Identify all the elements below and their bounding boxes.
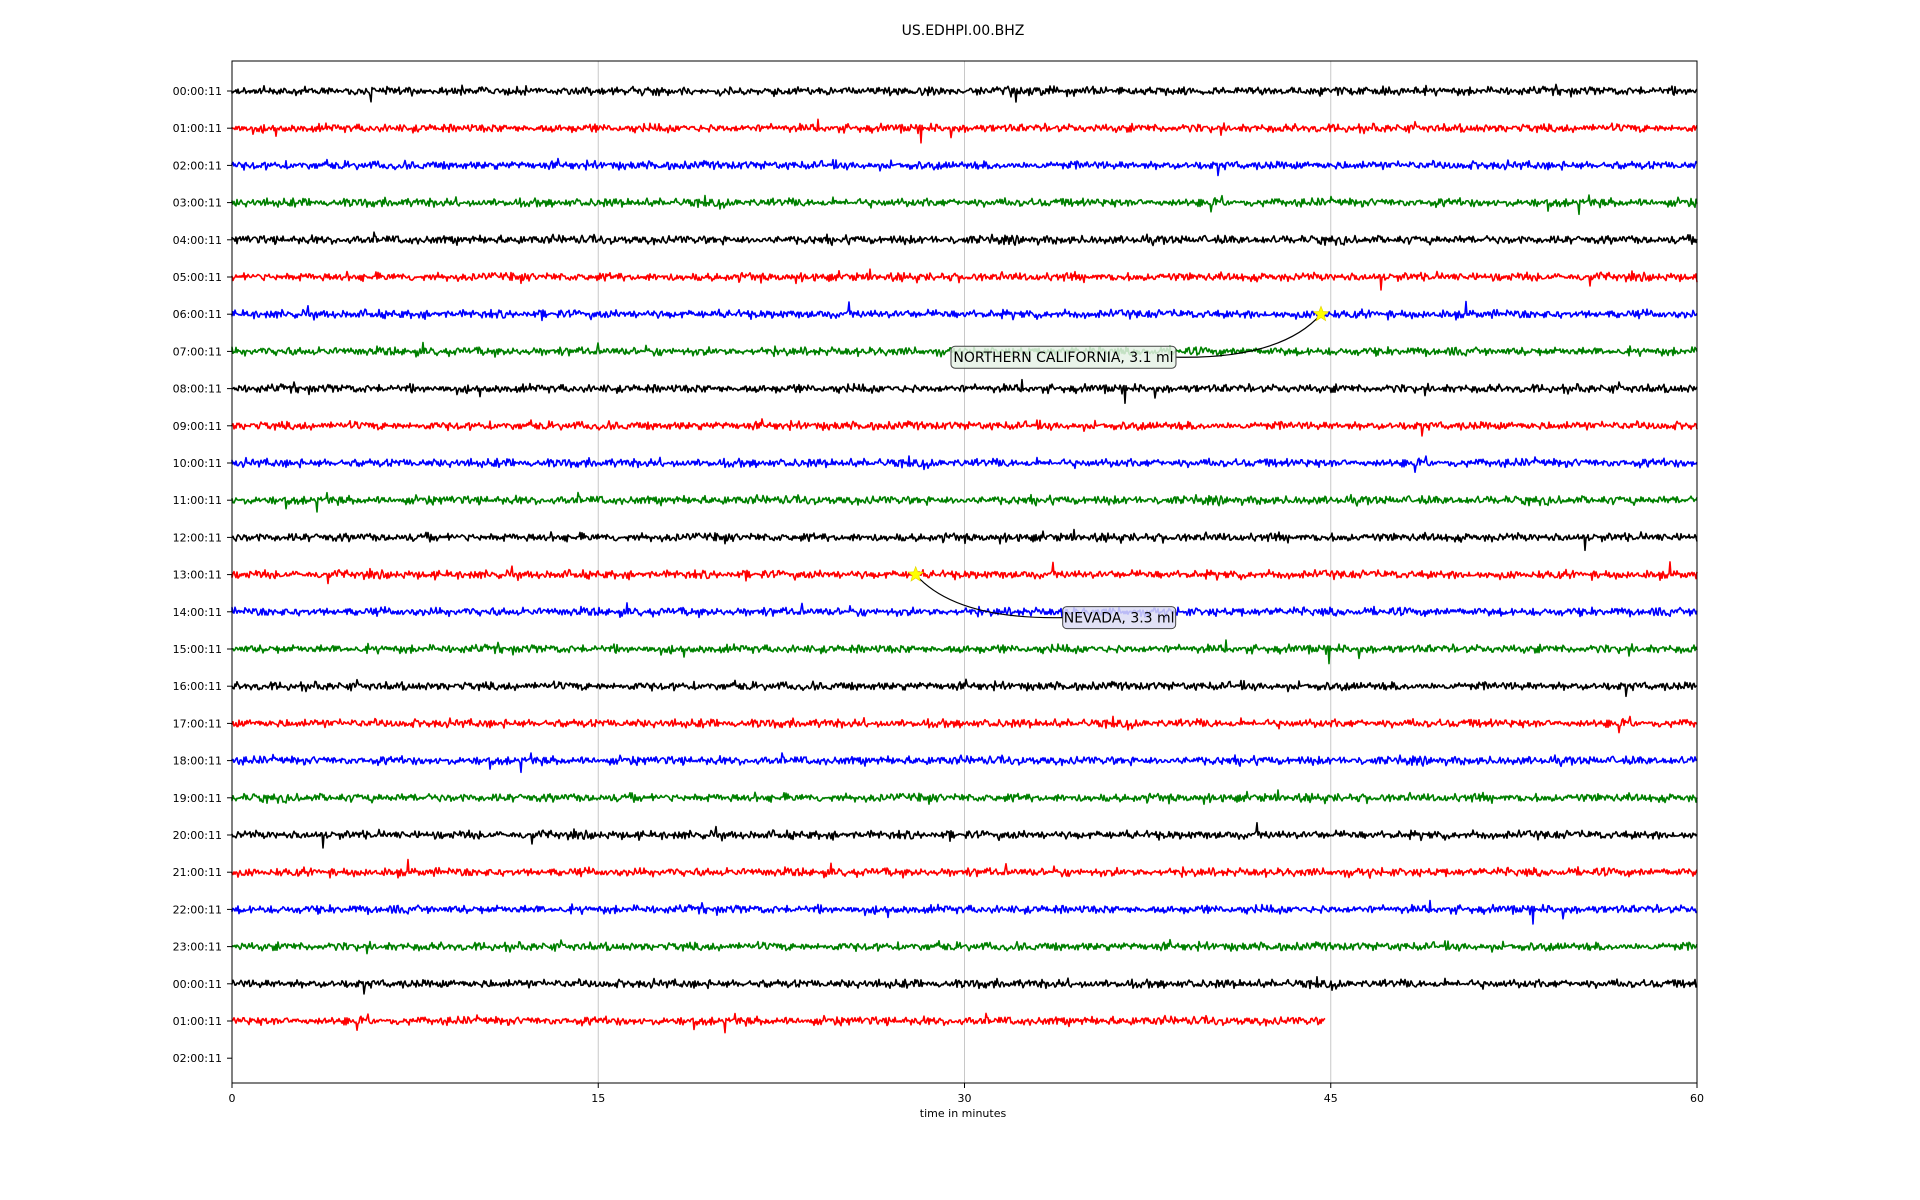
row-label-18: 18:00:11 xyxy=(173,755,222,768)
row-label-2: 02:00:11 xyxy=(173,159,222,172)
trace-row-2 xyxy=(231,157,1698,177)
event-label-1: NEVADA, 3.3 ml xyxy=(1064,611,1175,627)
x-axis-ticks: 0 15 30 45 60 xyxy=(229,1083,1704,1105)
trace-row-17 xyxy=(231,715,1698,734)
trace-row-13 xyxy=(231,561,1698,585)
row-label-23: 23:00:11 xyxy=(173,941,222,954)
x-tick-label-1: 15 xyxy=(591,1092,605,1105)
row-label-5: 05:00:11 xyxy=(173,271,222,284)
trace-row-24 xyxy=(231,976,1698,995)
x-tick-label-0: 0 xyxy=(229,1092,236,1105)
row-label-16: 16:00:11 xyxy=(173,680,222,693)
trace-row-16 xyxy=(231,678,1698,698)
row-label-19: 19:00:11 xyxy=(173,792,222,805)
trace-row-12 xyxy=(231,528,1698,552)
row-label-9: 09:00:11 xyxy=(173,420,222,433)
x-tick-label-2: 30 xyxy=(958,1092,972,1105)
row-label-8: 08:00:11 xyxy=(173,383,222,396)
row-label-1: 01:00:11 xyxy=(173,122,222,135)
row-label-10: 10:00:11 xyxy=(173,457,222,470)
row-label-20: 20:00:11 xyxy=(173,829,222,842)
row-label-11: 11:00:11 xyxy=(173,494,222,507)
trace-row-9 xyxy=(231,418,1698,437)
chart-title: US.EDHPI.00.BHZ xyxy=(902,23,1025,39)
row-label-4: 04:00:11 xyxy=(173,234,222,247)
row-label-22: 22:00:11 xyxy=(173,903,222,916)
trace-row-5 xyxy=(231,268,1698,291)
trace-row-4 xyxy=(231,231,1698,247)
trace-row-15 xyxy=(231,639,1698,665)
trace-row-22 xyxy=(231,899,1697,925)
event-label-box-0 xyxy=(950,345,1177,369)
row-label-7: 07:00:11 xyxy=(173,345,222,358)
trace-row-21 xyxy=(231,858,1698,879)
event-connector-1 xyxy=(915,574,1063,619)
event-annotations: NORTHERN CALIFORNIA, 3.1 ml NEVADA, 3.3 m… xyxy=(907,305,1330,630)
row-label-17: 17:00:11 xyxy=(173,717,222,730)
row-time-labels: 00:00:11 01:00:11 02:00:11 03:00:11 04:00:11… xyxy=(173,85,232,1065)
trace-row-3 xyxy=(231,194,1698,216)
row-label-3: 03:00:11 xyxy=(173,197,222,210)
trace-row-0 xyxy=(231,83,1698,103)
trace-row-20 xyxy=(231,822,1698,849)
x-axis-label: time in minutes xyxy=(920,1107,1007,1120)
trace-row-10 xyxy=(231,455,1698,473)
event-connector-0 xyxy=(1175,313,1322,358)
trace-row-25 xyxy=(231,1012,1326,1034)
trace-row-14 xyxy=(231,602,1698,619)
x-tick-label-4: 60 xyxy=(1690,1092,1704,1105)
row-label-15: 15:00:11 xyxy=(173,643,222,656)
trace-row-1 xyxy=(231,118,1698,144)
trace-row-23 xyxy=(231,938,1698,955)
event-star-marker-1 xyxy=(907,565,925,582)
event-star-marker-0 xyxy=(1312,305,1330,322)
row-label-12: 12:00:11 xyxy=(173,531,222,544)
event-label-0: NORTHERN CALIFORNIA, 3.1 ml xyxy=(953,350,1173,366)
trace-row-19 xyxy=(231,789,1698,805)
row-label-14: 14:00:11 xyxy=(173,606,222,619)
row-label-26: 02:00:11 xyxy=(173,1052,222,1065)
x-tick-label-3: 45 xyxy=(1324,1092,1338,1105)
trace-row-8 xyxy=(231,378,1698,404)
event-label-box-1 xyxy=(1062,606,1177,630)
trace-row-11 xyxy=(231,491,1698,513)
row-label-0: 00:00:11 xyxy=(173,85,222,98)
trace-row-18 xyxy=(231,752,1698,774)
row-label-25: 01:00:11 xyxy=(173,1015,222,1028)
row-label-6: 06:00:11 xyxy=(173,308,222,321)
row-label-13: 13:00:11 xyxy=(173,569,222,582)
trace-row-6 xyxy=(231,300,1698,322)
row-label-21: 21:00:11 xyxy=(173,866,222,879)
row-label-24: 00:00:11 xyxy=(173,978,222,991)
